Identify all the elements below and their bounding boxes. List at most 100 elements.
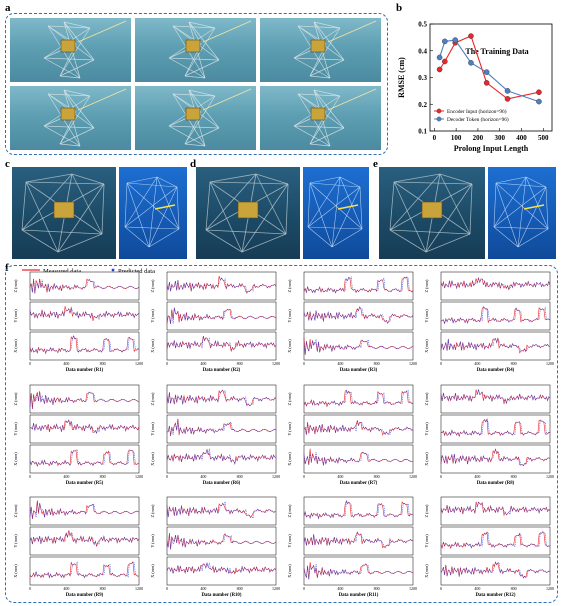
predicted-line [30,419,140,435]
axis-frame [29,556,140,586]
x-tick-label: 0 [303,361,305,366]
x-axis-label: Data number (R11) [339,593,379,598]
subplot-1: Z (mm) Y (mm) X (mm) 0 400 800 1200 Data number… [13,271,143,373]
y-axis-label: Y (mm) [424,422,429,436]
predicted-line [440,389,551,405]
pose-visualisation [119,167,187,259]
tensegrity-robot-sketch [43,88,127,147]
x-tick-label: 200 [473,134,484,142]
predicted-line [303,563,414,580]
x-tick-label: 300 [494,134,505,142]
y-axis-label: X (mm) [13,339,18,353]
x-tick-label: 800 [374,586,380,591]
x-axis-label: Data number (R4) [477,368,515,373]
predicted-line [166,562,277,575]
y-axis-label: X (mm) [424,339,429,353]
tensegrity-robot-sketch [205,173,289,253]
subplot-8: Z (mm) Y (mm) X (mm) 0 400 800 1200 Data number… [424,384,554,486]
x-tick-label: 400 [200,474,206,479]
robot-photo [260,86,381,150]
predicted-line [29,334,140,355]
subplot-2: Z (mm) Y (mm) X (mm) 0 400 800 1200 Data number… [150,271,280,373]
axis-frame [440,301,551,331]
y-axis-label: Z (mm) [150,392,155,406]
pose-visualisation [303,167,369,259]
predicted-line [303,531,414,549]
x-tick-label: 500 [538,134,549,142]
panel-label-c: c [5,158,10,170]
x-tick-label: 1200 [409,361,417,366]
robot-photo [135,86,256,150]
series-line-0 [439,35,540,100]
x-tick-label: 800 [374,474,380,479]
panel-f-legend: Measured data Predicted data [22,268,155,275]
panel-label-e: e [373,158,378,170]
y-axis-label: Y (mm) [13,422,18,436]
predicted-line [440,277,551,291]
predicted-line [29,530,140,548]
x-tick-label: 400 [200,586,206,591]
series-point [442,38,448,45]
legend-marker [436,108,442,114]
x-axis-label: Data number (R1) [66,368,104,373]
tensegrity-robot-sketch [168,20,252,79]
y-axis-label: X (mm) [13,452,18,466]
panel-label-b: b [396,2,403,14]
x-tick-label: 0 [166,361,168,366]
y-axis-label: Y (mm) [13,309,18,323]
axis-frame [29,444,140,474]
x-axis-label: Data number (R9) [66,593,104,598]
y-tick-label: 0.5 [418,21,427,29]
x-axis-label: Data number (R3) [340,368,378,373]
series-point [468,59,474,66]
predicted-line [166,307,277,324]
predicted-line [440,561,551,579]
y-axis-label: Z (mm) [13,392,18,406]
x-tick-label: 400 [63,361,69,366]
y-axis-label: Z (mm) [424,279,429,293]
legend-label: Decoder Token (horizon=96) [447,116,509,123]
pose-visualisation [488,167,556,259]
x-axis-label: Prolong Input Length [454,144,529,153]
y-axis-label: Y (mm) [13,534,18,548]
y-axis-label: Z (mm) [150,504,155,518]
axis-frame [303,331,414,361]
axis-frame [166,301,277,331]
tensegrity-robot-sketch [293,20,377,79]
tensegrity-robot-sketch [168,88,252,147]
axis-frame [440,331,551,361]
subplot-12: Z (mm) Y (mm) X (mm) 0 400 800 1200 Data number… [424,496,554,598]
x-tick-label: 1200 [409,474,417,479]
y-axis-label: Z (mm) [424,392,429,406]
x-tick-label: 800 [100,361,106,366]
predicted-line [440,306,551,325]
axis-frame [303,271,414,301]
y-axis-label: X (mm) [424,452,429,466]
y-axis-label: X (mm) [150,564,155,578]
y-axis-label: X (mm) [287,564,292,578]
y-axis-label: Y (mm) [150,422,155,436]
series-point [536,98,542,105]
x-tick-label: 400 [474,586,480,591]
panel-label-d: d [190,158,197,170]
predicted-line [303,275,414,294]
axis-frame [166,526,277,556]
subplot-5: Z (mm) Y (mm) X (mm) 0 400 800 1200 Data number… [13,384,143,486]
subplot-7: Z (mm) Y (mm) X (mm) 0 400 800 1200 Data number… [287,384,417,486]
x-axis-label: Data number (R12) [476,593,516,598]
x-tick-label: 1200 [135,474,143,479]
robot-photo [260,18,381,82]
x-tick-label: 800 [511,474,517,479]
axis-frame [303,526,414,556]
y-axis-label: Y (mm) [287,309,292,323]
legend-marker [436,116,442,122]
x-tick-label: 1200 [135,361,143,366]
x-tick-label: 1200 [546,361,554,366]
tensegrity-robot-sketch [21,173,105,253]
x-axis-label: Data number (R5) [66,481,104,486]
panel-b-rmse-chart: 0 100 200 300 400 500 0.1 0.2 0.3 0.4 0.5 The Train… [397,21,553,153]
x-tick-label: 100 [451,134,462,142]
x-axis-label: Data number (R8) [477,481,515,486]
x-tick-label: 1200 [546,586,554,591]
subplot-9: Z (mm) Y (mm) X (mm) 0 400 800 1200 Data number… [13,496,143,598]
